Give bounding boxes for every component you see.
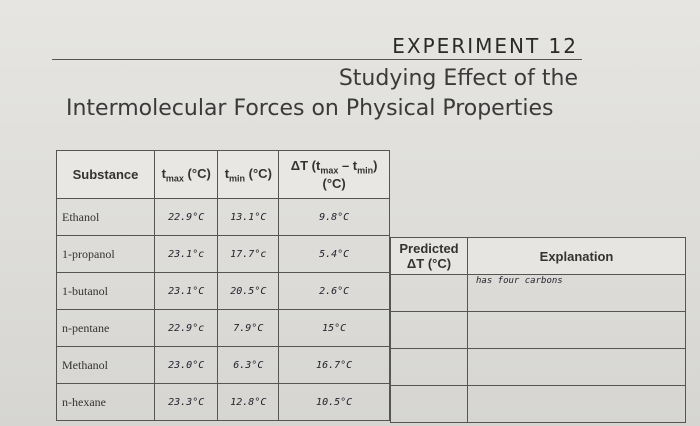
substance-cell: 1-propanol [56,235,155,273]
delta-cell: 10.5°C [278,383,390,421]
substance-cell: n-pentane [56,309,155,347]
predicted-cell[interactable] [390,348,468,386]
header-tmin: tmin (°C) [217,150,280,199]
prediction-table-header: Predicted ΔT (°C) Explanation [390,237,686,275]
header-predicted-line2: ΔT (°C) [406,256,452,271]
delta-cell: 16.7°C [278,346,390,384]
substance-cell: 1-butanol [56,272,155,310]
tmax-cell: 23.1°c [153,235,219,273]
header-tmin-unit: (°C) [245,165,272,181]
tmin-cell: 17.7°c [217,235,280,273]
header-substance: Substance [56,150,155,199]
table-row: Methanol 23.0°C 6.3°C 16.7°C [56,346,390,384]
explanation-cell[interactable] [467,385,686,423]
explanation-cell[interactable] [467,311,686,349]
table-row: Ethanol 22.9°C 13.1°C 9.8°C [56,198,390,236]
header-tmax-unit: (°C) [183,165,211,181]
predicted-cell[interactable] [390,311,468,349]
tmin-cell: 6.3°C [217,346,280,384]
tmin-cell: 20.5°C [217,272,280,310]
header-tmin-sub: min [229,173,246,184]
header-tmin-t: t [224,165,230,181]
data-table-header: Substance tmax (°C) tmin (°C) ΔT (tmax –… [56,150,390,199]
header-delta-sub2: min [357,165,374,176]
header-delta-mid: – t [338,158,358,174]
explanation-cell[interactable] [467,348,686,386]
tmax-cell: 23.1°C [153,272,219,310]
delta-cell: 2.6°C [278,272,390,310]
substance-cell: Ethanol [56,198,155,236]
table-row [390,385,686,423]
table-row: n-hexane 23.3°C 12.8°C 10.5°C [56,383,390,421]
header-delta-t: ΔT (tmax – tmin) (°C) [278,150,390,199]
header-tmax-sub: max [165,173,184,184]
header-delta-post: ) [373,158,378,174]
substance-cell: Methanol [56,346,155,384]
data-table: Substance tmax (°C) tmin (°C) ΔT (tmax –… [56,150,390,421]
header-tmax: tmax (°C) [153,150,219,199]
predicted-cell[interactable] [390,274,468,312]
predicted-cell[interactable] [390,385,468,423]
subtitle-line-2: Intermolecular Forces on Physical Proper… [66,96,554,121]
tmin-cell: 7.9°C [217,309,280,347]
table-row: 1-propanol 23.1°c 17.7°c 5.4°C [56,235,390,273]
delta-cell: 9.8°C [278,198,390,236]
explanation-cell[interactable] [467,274,686,312]
tmax-cell: 22.9°c [153,309,219,347]
prediction-table: Predicted ΔT (°C) Explanation [390,237,686,423]
delta-cell: 15°C [278,309,390,347]
header-predicted: Predicted ΔT (°C) [390,237,468,275]
header-delta-unit: (°C) [322,175,346,191]
table-row [390,348,686,386]
delta-cell: 5.4°C [278,235,390,273]
header-delta-pre: ΔT (t [290,158,321,174]
subtitle-line-1: Studying Effect of the [338,66,578,91]
header-predicted-line1: Predicted [399,241,459,256]
table-row: 1-butanol 23.1°C 20.5°C 2.6°C [56,272,390,310]
header-delta-sub1: max [320,165,339,176]
tmin-cell: 13.1°C [217,198,280,236]
handwritten-explanation: has four carbons [476,276,563,286]
header-tmax-t: t [161,165,166,181]
tmax-cell: 23.3°C [153,383,219,421]
tmax-cell: 22.9°C [153,198,219,236]
table-row [390,311,686,349]
table-row [390,274,686,312]
title-rule [52,59,582,60]
substance-cell: n-hexane [56,383,155,421]
tmin-cell: 12.8°C [217,383,280,421]
header-explanation: Explanation [467,237,686,275]
table-row: n-pentane 22.9°c 7.9°C 15°C [56,309,390,347]
tmax-cell: 23.0°C [153,346,219,384]
experiment-title: EXPERIMENT 12 [392,34,578,58]
